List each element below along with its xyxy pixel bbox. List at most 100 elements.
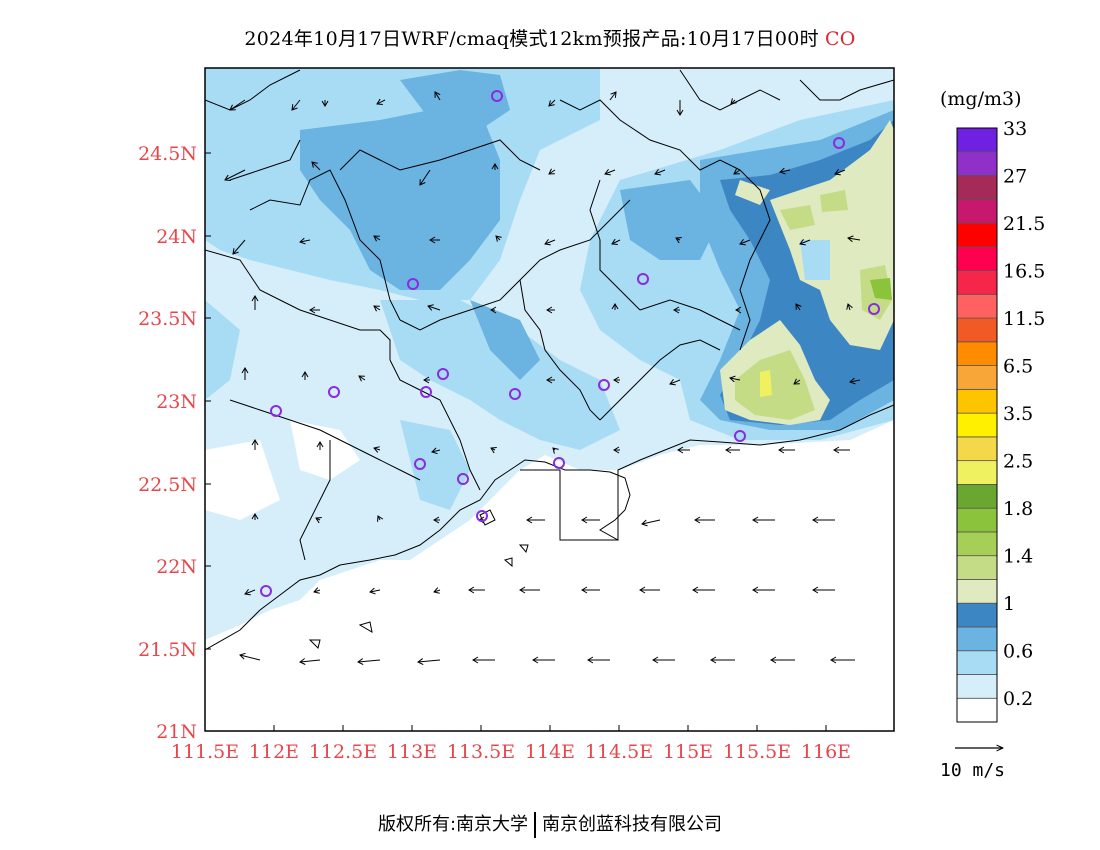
legend-label: 1.4 bbox=[1003, 546, 1033, 568]
lat-label: 24N bbox=[156, 226, 197, 248]
wind-arrow bbox=[321, 100, 329, 107]
legend-swatch bbox=[956, 674, 998, 699]
wind-arrow bbox=[373, 305, 381, 312]
wind-arrow bbox=[846, 303, 853, 311]
title-species: CO bbox=[824, 28, 856, 50]
wind-arrow bbox=[587, 656, 610, 664]
wind-arrow bbox=[652, 656, 675, 664]
wind-arrow bbox=[611, 238, 621, 245]
wind-arrow bbox=[491, 163, 499, 170]
wind-arrow bbox=[358, 375, 366, 382]
wind-arrow bbox=[752, 586, 775, 594]
wind-arrow bbox=[357, 658, 381, 665]
wind-arrow bbox=[433, 587, 441, 594]
wind-arrow bbox=[427, 304, 441, 311]
wind-arrow bbox=[239, 652, 261, 661]
wind-arrow bbox=[676, 100, 684, 116]
legend-label: 3.5 bbox=[1003, 403, 1033, 425]
wind-arrow bbox=[778, 446, 795, 454]
legend-swatch bbox=[956, 222, 998, 248]
copyright-right: 南京创蓝科技有限公司 bbox=[542, 814, 723, 835]
station-marker bbox=[414, 458, 426, 470]
lon-label: 111.5E bbox=[171, 741, 239, 763]
legend-swatch bbox=[956, 555, 998, 580]
wind-arrow bbox=[548, 99, 556, 107]
legend-swatch bbox=[956, 127, 998, 153]
wind-arrow bbox=[770, 656, 795, 664]
legend-swatch bbox=[956, 412, 998, 438]
wind-arrow bbox=[299, 658, 321, 665]
wind-arrow bbox=[812, 516, 835, 524]
wind-arrow bbox=[490, 306, 497, 314]
lon-label: 114.5E bbox=[585, 741, 653, 763]
lon-label: 115.5E bbox=[723, 741, 791, 763]
station-marker bbox=[407, 278, 419, 290]
wind-arrow bbox=[526, 516, 545, 524]
wind-reference-label: 10 m/s bbox=[940, 760, 1006, 781]
wind-arrow bbox=[232, 239, 246, 255]
wind-arrow bbox=[544, 239, 556, 246]
legend-swatch bbox=[956, 293, 998, 319]
wind-arrow bbox=[795, 303, 802, 311]
wind-arrow bbox=[301, 371, 309, 380]
wind-arrow bbox=[377, 515, 384, 522]
wind-arrow bbox=[299, 237, 311, 245]
station-marker bbox=[734, 430, 746, 442]
wind-arrow bbox=[581, 516, 600, 524]
wind-arrow bbox=[733, 168, 741, 175]
legend-swatch bbox=[956, 650, 998, 675]
wind-arrow bbox=[495, 235, 502, 242]
wind-arrow bbox=[472, 656, 495, 664]
wind-arrow bbox=[739, 239, 751, 246]
wind-arrow bbox=[729, 375, 741, 383]
legend-swatch bbox=[956, 507, 998, 533]
wind-arrow bbox=[548, 168, 556, 175]
legend-swatch bbox=[956, 626, 998, 652]
wind-arrow bbox=[546, 306, 555, 314]
legend-label: 0.2 bbox=[1003, 688, 1033, 710]
wind-arrow bbox=[468, 586, 485, 594]
wind-arrow bbox=[730, 98, 737, 105]
wind-arrow bbox=[779, 167, 791, 175]
station-marker bbox=[260, 585, 272, 597]
wind-arrow bbox=[752, 516, 775, 524]
wind-arrow bbox=[613, 446, 620, 454]
station-marker bbox=[457, 473, 469, 485]
wind-arrow bbox=[847, 235, 861, 243]
lat-label: 22N bbox=[156, 556, 197, 578]
station-marker bbox=[553, 457, 565, 469]
wind-arrow bbox=[735, 306, 742, 314]
monitoring-stations bbox=[260, 90, 880, 597]
wind-arrow bbox=[431, 447, 441, 455]
legend-swatch bbox=[956, 388, 998, 414]
station-marker bbox=[420, 386, 432, 398]
wind-arrow bbox=[369, 587, 381, 595]
legend-swatch bbox=[956, 531, 998, 557]
legend-label: 27 bbox=[1003, 166, 1027, 188]
wind-arrow bbox=[224, 169, 246, 181]
wind-arrow bbox=[373, 235, 381, 242]
wind-arrow bbox=[311, 161, 321, 171]
wind-arrow bbox=[830, 656, 855, 664]
legend-swatch bbox=[956, 341, 998, 366]
legend-label: 1 bbox=[1003, 593, 1015, 615]
legend-swatch bbox=[956, 246, 998, 271]
map-title: 2024年10月17日WRF/cmaq模式12km预报产品:10月17日00时 C… bbox=[0, 24, 1100, 51]
legend-label: 33 bbox=[1003, 118, 1027, 140]
legend-swatch bbox=[956, 198, 998, 224]
wind-arrow bbox=[604, 169, 616, 176]
wind-arrow bbox=[552, 447, 559, 454]
wind-arrow bbox=[251, 439, 259, 450]
wind-arrow bbox=[419, 169, 431, 186]
wind-arrow bbox=[833, 446, 850, 454]
wind-arrow bbox=[834, 169, 846, 176]
station-marker bbox=[476, 510, 488, 522]
station-marker bbox=[637, 273, 649, 285]
legend-swatch bbox=[956, 483, 998, 509]
legend-label: 2.5 bbox=[1003, 451, 1033, 473]
legend-label: 21.5 bbox=[1003, 213, 1045, 235]
legend-frame bbox=[956, 127, 998, 723]
boundaries-and-coastline bbox=[205, 69, 894, 651]
legend-swatch bbox=[956, 460, 998, 485]
